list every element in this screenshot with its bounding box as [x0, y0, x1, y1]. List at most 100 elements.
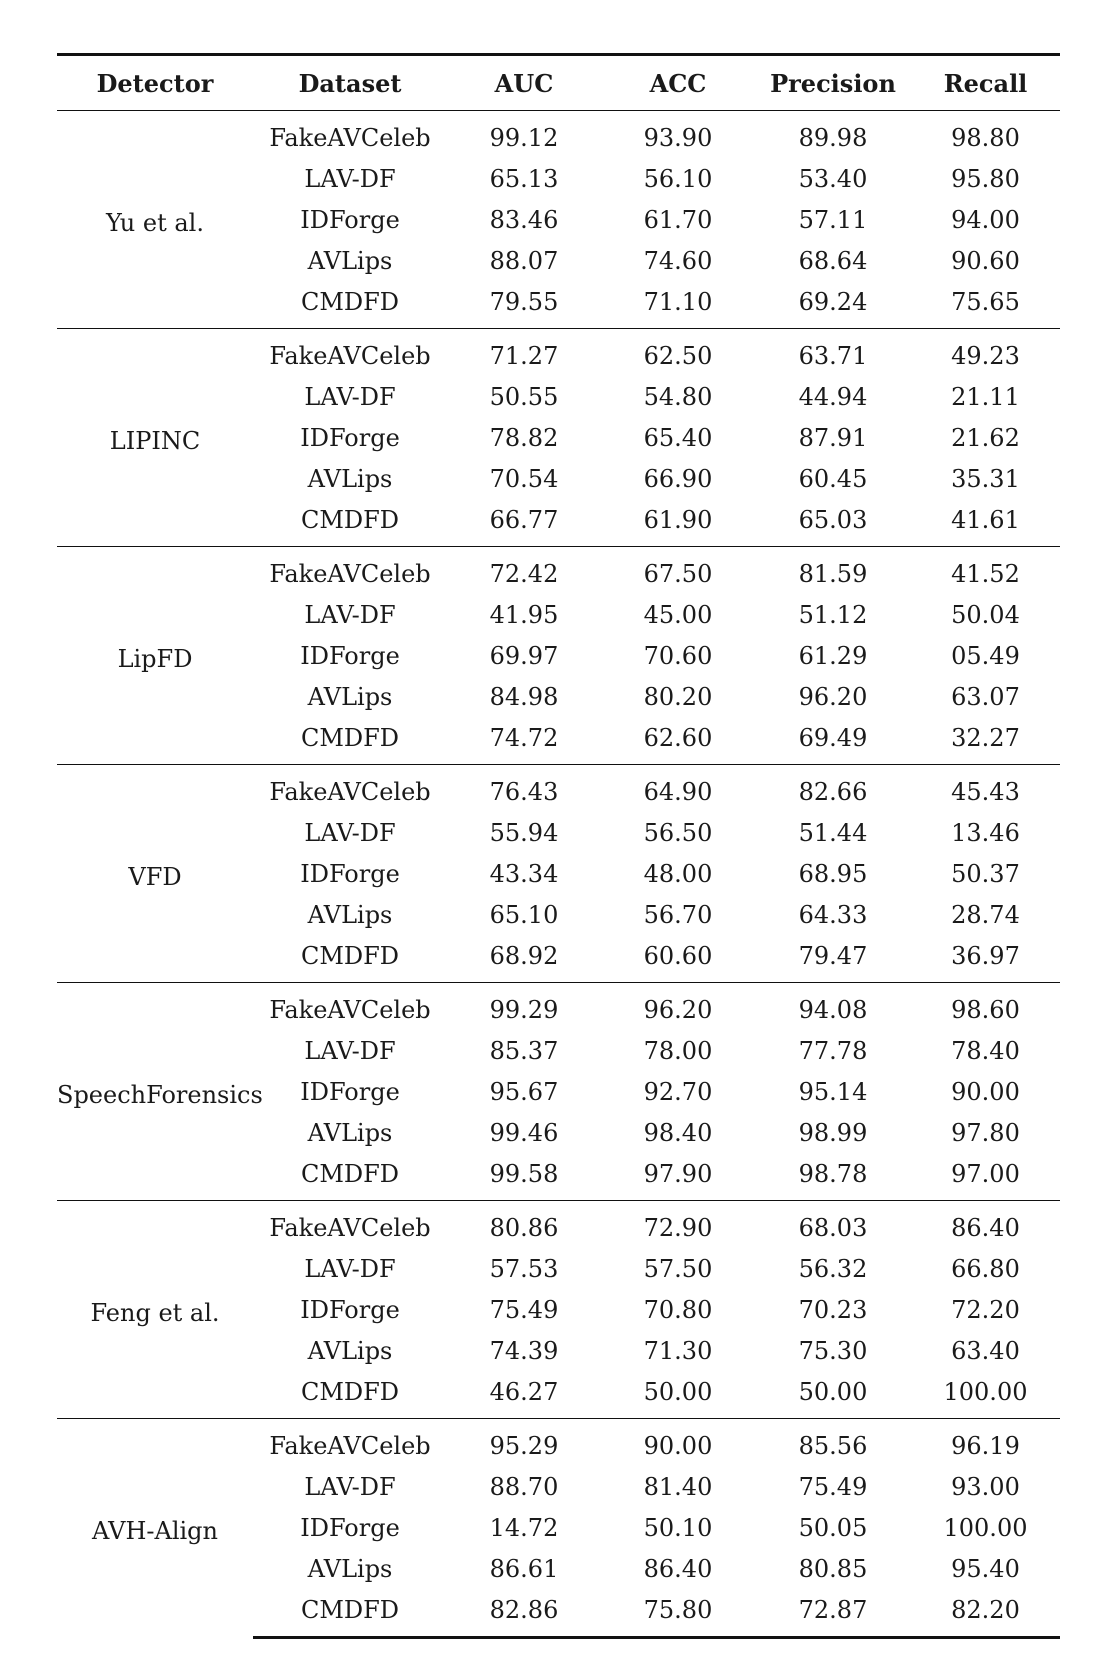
auc-cell: 66.77: [489, 505, 559, 534]
recall-cell: 13.46: [951, 818, 1020, 847]
dataset-cell: AVLips: [307, 246, 393, 275]
auc-cell: 68.92: [489, 941, 559, 970]
acc-cell: 61.70: [643, 205, 713, 234]
dataset-cell: LAV-DF: [304, 600, 396, 629]
auc-cell: 84.98: [489, 682, 559, 711]
acc-cell: 97.90: [643, 1159, 713, 1188]
dataset-cell: CMDFD: [300, 1159, 400, 1188]
acc-cell: 64.90: [601, 764, 755, 812]
dataset-cell: CMDFD: [253, 1589, 447, 1639]
recall-cell: 90.00: [951, 1077, 1020, 1106]
detector-group: Feng et al. FakeAVCeleb 80.86 72.90 68.03 86.…: [57, 1200, 1060, 1419]
table-row: AVLips 84.98 80.20 96.20 63.07: [57, 676, 1060, 717]
precision-cell: 94.08: [755, 982, 911, 1030]
table-row: AVLips 70.54 66.90 60.45 35.31: [57, 458, 1060, 499]
table-row: Yu et al. FakeAVCeleb 99.12 93.90 89.98 98.80: [57, 111, 1060, 237]
table-row: LAV-DF 55.94 56.50 51.44 13.46: [57, 812, 1060, 853]
auc-cell: 69.97: [489, 641, 559, 670]
precision-cell: 61.29: [798, 641, 868, 670]
detector-name: AVH-Align: [57, 1418, 253, 1638]
recall-cell: 32.27: [951, 723, 1020, 752]
precision-cell: 51.44: [798, 818, 868, 847]
recall-cell: 49.23: [911, 328, 1060, 376]
dataset-cell: CMDFD: [300, 287, 400, 316]
table-row: LAV-DF 88.70 81.40 75.49 93.00: [57, 1466, 1060, 1507]
dataset-cell: IDForge: [300, 1295, 400, 1324]
acc-cell: 81.40: [643, 1472, 713, 1501]
acc-cell: 70.80: [643, 1295, 713, 1324]
recall-cell: 21.62: [951, 423, 1020, 452]
dataset-cell: LAV-DF: [304, 164, 396, 193]
dataset-cell: IDForge: [300, 859, 400, 888]
auc-cell: 88.70: [489, 1472, 559, 1501]
detector-group: Yu et al. FakeAVCeleb 99.12 93.90 89.98 98.80…: [57, 111, 1060, 329]
auc-cell: 99.12: [489, 123, 559, 152]
auc-cell: 99.29: [447, 982, 601, 1030]
dataset-cell: AVLips: [307, 1118, 393, 1147]
acc-cell: 56.10: [643, 164, 713, 193]
table-row: LAV-DF 65.13 56.10 53.40 95.80: [57, 158, 1060, 199]
recall-cell: 63.40: [951, 1336, 1020, 1365]
auc-cell: 85.37: [489, 1036, 559, 1065]
precision-cell: 68.03: [755, 1200, 911, 1248]
table-row: VFD FakeAVCeleb 76.43 64.90 82.66 45.43: [57, 764, 1060, 983]
auc-cell: 57.53: [489, 1254, 559, 1283]
recall-cell: 97.00: [951, 1159, 1020, 1188]
auc-cell: 88.07: [489, 246, 559, 275]
table-row: LAV-DF 85.37 78.00 77.78 78.40: [57, 1030, 1060, 1071]
dataset-cell: IDForge: [300, 205, 400, 234]
acc-cell: 62.50: [601, 328, 755, 376]
detector-name: Yu et al.: [106, 208, 204, 237]
detector-group: LipFD FakeAVCeleb 72.42 67.50 81.59 41.52 LAV-…: [57, 546, 1060, 765]
recall-cell: 95.40: [951, 1554, 1020, 1583]
precision-cell: 50.00: [798, 1377, 868, 1406]
table-row: LipFD FakeAVCeleb 72.42 67.50 81.59 41.52: [57, 546, 1060, 765]
acc-cell: 90.00: [601, 1418, 755, 1466]
dataset-cell: CMDFD: [300, 505, 400, 534]
detector-group: AVH-Align FakeAVCeleb 95.29 90.00 85.56 96.19…: [57, 1418, 1060, 1639]
dataset-cell: IDForge: [300, 641, 400, 670]
auc-cell: 99.58: [489, 1159, 559, 1188]
table-row: IDForge 83.46 61.70 57.11 94.00: [57, 199, 1060, 240]
precision-cell: 57.11: [798, 205, 868, 234]
precision-cell: 75.49: [798, 1472, 868, 1501]
auc-cell: 46.27: [489, 1377, 559, 1406]
header-row: Detector Dataset AUC ACC Precision Recal…: [57, 53, 1060, 111]
dataset-cell: CMDFD: [300, 723, 400, 752]
acc-cell: 74.60: [643, 246, 713, 275]
precision-cell: 72.87: [755, 1589, 911, 1639]
table-row: CMDFD 68.92 60.60 79.47 36.97: [57, 935, 1060, 983]
auc-cell: 82.86: [447, 1589, 601, 1639]
auc-cell: 70.54: [489, 464, 559, 493]
auc-cell: 83.46: [489, 205, 559, 234]
recall-cell: 94.00: [951, 205, 1020, 234]
table-row: Feng et al. FakeAVCeleb 80.86 72.90 68.03 86.…: [57, 1200, 1060, 1419]
dataset-cell: AVLips: [307, 682, 393, 711]
precision-cell: 98.78: [798, 1159, 868, 1188]
table-row: AVLips 65.10 56.70 64.33 28.74: [57, 894, 1060, 935]
precision-cell: 53.40: [798, 164, 868, 193]
dataset-cell: FakeAVCeleb: [253, 1200, 447, 1248]
recall-cell: 100.00: [943, 1513, 1028, 1542]
recall-cell: 50.04: [951, 600, 1020, 629]
dataset-cell: IDForge: [300, 1513, 400, 1542]
recall-cell: 98.80: [951, 123, 1020, 152]
recall-cell: 98.60: [911, 982, 1060, 1030]
dataset-cell: CMDFD: [300, 941, 400, 970]
table-row: LAV-DF 41.95 45.00 51.12 50.04: [57, 594, 1060, 635]
precision-cell: 96.20: [798, 682, 868, 711]
acc-cell: 71.30: [643, 1336, 713, 1365]
detector-name: VFD: [57, 764, 253, 983]
precision-cell: 44.94: [798, 382, 868, 411]
dataset-cell: LAV-DF: [304, 1254, 396, 1283]
acc-cell: 50.00: [643, 1377, 713, 1406]
acc-cell: 54.80: [643, 382, 713, 411]
auc-cell: 75.49: [489, 1295, 559, 1324]
table-row: AVLips 88.07 74.60 68.64 90.60: [57, 240, 1060, 281]
dataset-cell: LAV-DF: [304, 818, 396, 847]
precision-cell: 77.78: [798, 1036, 868, 1065]
table-row: IDForge 43.34 48.00 68.95 50.37: [57, 853, 1060, 894]
precision-cell: 68.95: [798, 859, 868, 888]
acc-cell: 70.60: [643, 641, 713, 670]
dataset-cell: IDForge: [300, 423, 400, 452]
